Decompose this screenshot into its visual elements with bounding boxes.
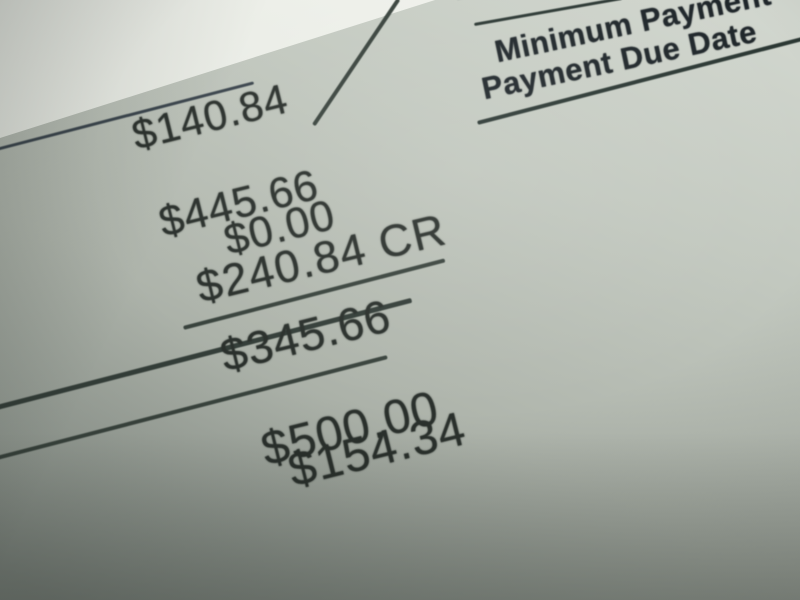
- amount-value: $140.84: [127, 74, 293, 159]
- amount-value: $345.66: [215, 289, 396, 382]
- box-partial-title: PA: [451, 0, 501, 6]
- box-left-border: [312, 0, 400, 126]
